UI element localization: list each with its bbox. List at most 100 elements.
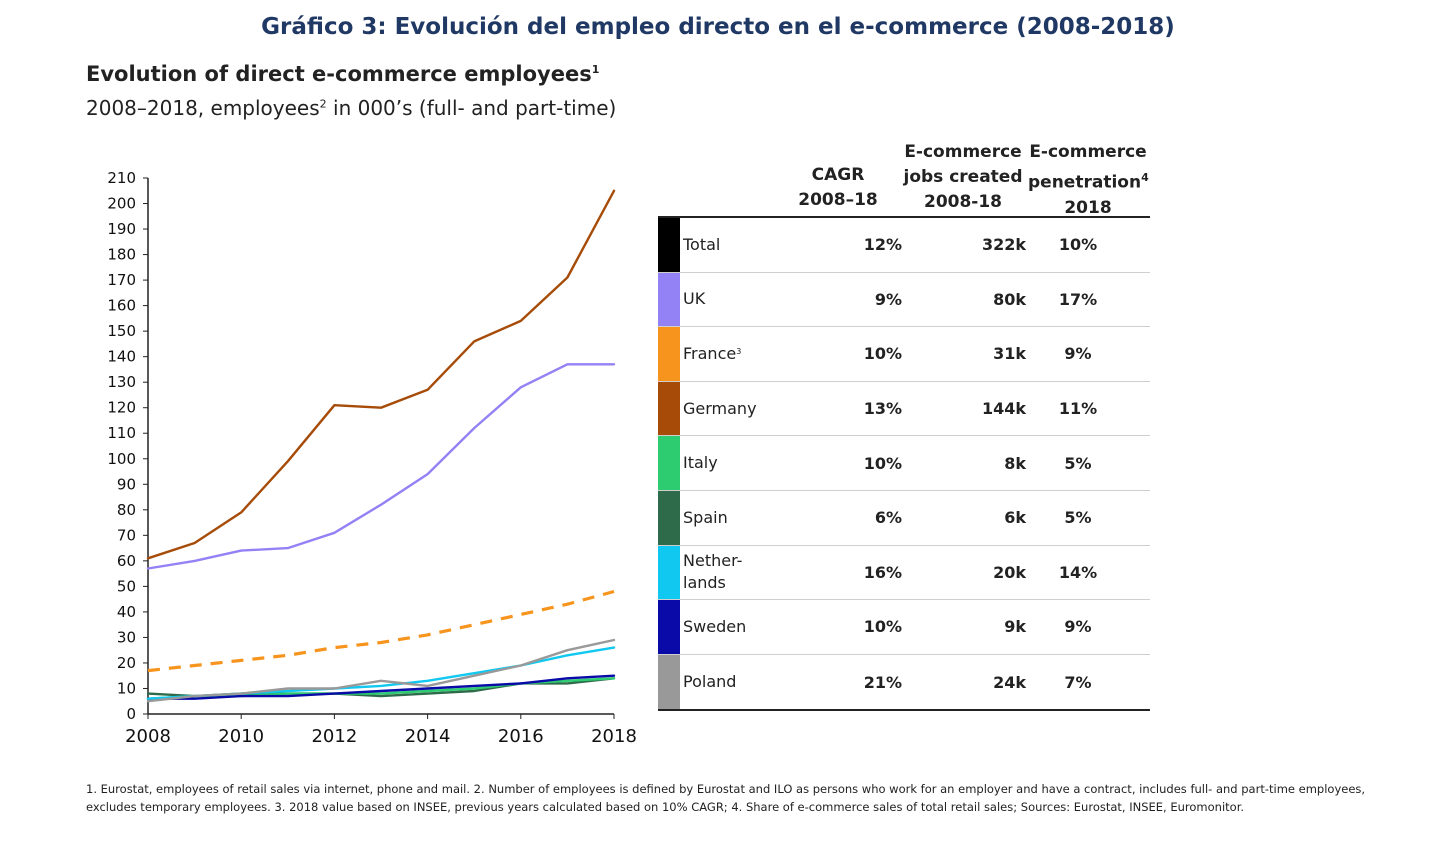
chart-subtitle-footnote-mark: 2 xyxy=(319,97,327,111)
x-tick-label: 2010 xyxy=(218,726,264,747)
chart-subtitle-text-b: in 000’s (full- and part-time) xyxy=(326,96,617,120)
table-row: Total 12% 322k 10% xyxy=(658,218,1150,273)
jobs-created-value: 8k xyxy=(1004,453,1026,473)
header-penetration-footnote-mark: 4 xyxy=(1141,171,1149,184)
cagr-value: 9% xyxy=(874,289,902,309)
y-tick-label: 60 xyxy=(117,552,136,570)
country-name: Germany xyxy=(683,382,757,436)
country-name: Sweden xyxy=(683,600,746,654)
jobs-created-value: 144k xyxy=(981,399,1026,419)
table-row: Spain 6% 6k 5% xyxy=(658,491,1150,546)
table-top-rule xyxy=(658,216,1150,218)
series-line-germany xyxy=(146,189,616,560)
penetration-value: 11% xyxy=(1058,399,1098,419)
country-name: Nether- lands xyxy=(683,546,742,600)
jobs-created-value: 24k xyxy=(993,672,1026,692)
penetration-value: 5% xyxy=(1064,508,1092,528)
y-tick-label: 130 xyxy=(107,373,136,391)
country-name-text: Sweden xyxy=(683,616,747,636)
country-name: Spain xyxy=(683,491,728,545)
y-tick-label: 40 xyxy=(117,603,136,621)
chart-title-text: Evolution of direct e-commerce employees xyxy=(86,62,592,86)
table-row: Italy 10% 8k 5% xyxy=(658,436,1150,491)
penetration-value: 9% xyxy=(1064,344,1092,364)
jobs-created-value: 322k xyxy=(981,235,1026,255)
table-bottom-rule xyxy=(658,709,1150,711)
penetration-value: 17% xyxy=(1058,289,1098,309)
country-name-text: Italy xyxy=(683,453,718,473)
header-jobs-line-2: jobs created xyxy=(903,167,1023,187)
y-tick-label: 100 xyxy=(107,450,136,468)
color-swatch xyxy=(658,545,680,600)
country-name-text: Spain xyxy=(683,507,728,527)
header-cagr-line-1: CAGR xyxy=(811,165,865,185)
country-name: UK xyxy=(683,273,705,327)
x-tick-label: 2014 xyxy=(405,726,451,747)
color-swatch xyxy=(658,654,680,710)
y-tick-label: 140 xyxy=(107,348,136,366)
y-tick-label: 80 xyxy=(117,501,136,519)
penetration-value: 7% xyxy=(1064,672,1092,692)
table-row: Poland 21% 24k 7% xyxy=(658,654,1150,710)
jobs-created-value: 6k xyxy=(1004,508,1026,528)
y-tick-label: 30 xyxy=(117,628,136,646)
y-tick-label: 110 xyxy=(107,424,136,442)
y-tick-label: 120 xyxy=(107,399,136,417)
header-jobs-created: E-commerce jobs created 2008-18 xyxy=(900,140,1026,215)
y-tick-label: 200 xyxy=(107,195,136,213)
series-line-poland xyxy=(146,638,616,703)
y-tick-label: 20 xyxy=(117,654,136,672)
country-name-text: Poland xyxy=(683,672,737,692)
header-penetration-line-3: 2018 xyxy=(1064,197,1112,218)
series-line-france xyxy=(147,589,615,673)
y-tick-label: 90 xyxy=(117,475,136,493)
y-tick-label: 210 xyxy=(107,169,136,187)
country-name-text: Total xyxy=(683,234,721,254)
page-title: Gráfico 3: Evolución del empleo directo … xyxy=(261,14,1175,40)
table-row: Nether- lands 16% 20k 14% xyxy=(658,545,1150,601)
jobs-created-value: 80k xyxy=(993,289,1026,309)
header-jobs-line-3: 2008-18 xyxy=(923,192,1003,212)
jobs-created-value: 20k xyxy=(993,562,1026,582)
header-penetration: E-commerce penetration4 2018 xyxy=(1028,140,1149,221)
penetration-value: 10% xyxy=(1058,235,1098,255)
chart-subtitle: 2008–2018, employees2 in 000’s (full- an… xyxy=(86,96,616,120)
header-penetration-line-1: E-commerce xyxy=(1029,142,1147,162)
color-swatch xyxy=(658,272,680,327)
y-tick-label: 10 xyxy=(117,679,136,697)
cagr-value: 21% xyxy=(863,672,902,692)
chart-subtitle-text-a: 2008–2018, employees xyxy=(86,96,320,120)
country-footnote-mark: 3 xyxy=(736,347,742,357)
y-tick-label: 50 xyxy=(117,577,136,595)
header-jobs-line-1: E-commerce xyxy=(904,142,1022,162)
x-tick-label: 2018 xyxy=(591,726,637,747)
penetration-value: 5% xyxy=(1064,453,1092,473)
jobs-created-value: 31k xyxy=(993,344,1026,364)
color-swatch xyxy=(658,600,680,654)
country-name: Total xyxy=(683,218,720,272)
x-tick-label: 2012 xyxy=(311,726,357,747)
x-tick-label: 2016 xyxy=(498,726,544,747)
y-tick-label: 160 xyxy=(107,297,136,315)
color-swatch xyxy=(658,327,680,381)
series-line-uk xyxy=(146,363,616,570)
header-cagr-line-2: 2008–18 xyxy=(798,190,878,210)
table-row: Sweden 10% 9k 9% xyxy=(658,600,1150,655)
header-penetration-line-2: penetration4 xyxy=(1028,165,1149,196)
color-swatch xyxy=(658,436,680,490)
cagr-value: 13% xyxy=(863,399,902,419)
chart-title: Evolution of direct e-commerce employees… xyxy=(86,62,599,86)
x-tick-label: 2008 xyxy=(125,726,171,747)
table-row: France 3 10% 31k 9% xyxy=(658,327,1150,382)
country-name: France 3 xyxy=(683,327,741,381)
country-name-text: UK xyxy=(683,289,706,309)
country-name-text: Nether- lands xyxy=(683,551,743,593)
country-name: Poland xyxy=(683,655,736,710)
penetration-value: 9% xyxy=(1064,617,1092,637)
y-tick-label: 70 xyxy=(117,526,136,544)
color-swatch xyxy=(658,218,680,272)
y-tick-label: 180 xyxy=(107,246,136,264)
chart-title-footnote-mark: 1 xyxy=(591,63,600,76)
y-tick-label: 150 xyxy=(107,322,136,340)
footnote: 1. Eurostat, employees of retail sales v… xyxy=(86,782,1366,814)
